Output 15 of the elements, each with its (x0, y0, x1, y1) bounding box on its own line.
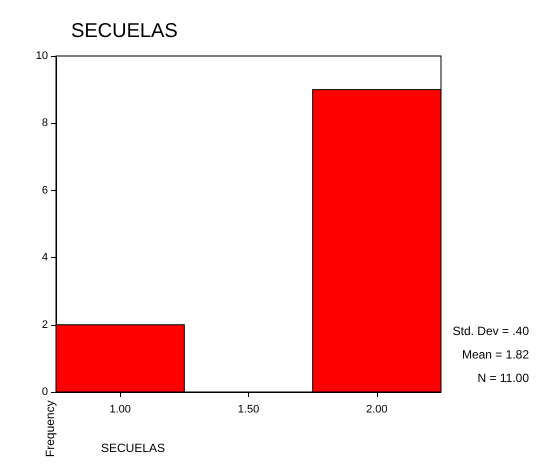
chart-title: SECUELAS (71, 20, 178, 42)
x-tick-label: 1.50 (238, 404, 260, 416)
y-tick-label: 10 (36, 50, 48, 62)
y-tick-label: 8 (42, 117, 48, 130)
y-tick-label: 6 (42, 184, 48, 196)
x-axis-title: SECUELAS (101, 441, 166, 455)
y-tick-label: 2 (42, 318, 48, 331)
text: N = 11.00 (478, 371, 530, 385)
text: Std. Dev = .40 (452, 324, 530, 338)
text: Mean = 1.82 (462, 348, 530, 362)
y-axis-title: Frequency (43, 400, 57, 458)
y-tick-label: 0 (42, 386, 48, 398)
y-tick-label: 4 (42, 252, 48, 264)
x-tick-label: 2.00 (366, 404, 388, 416)
x-tick-label: 1.00 (109, 404, 131, 416)
